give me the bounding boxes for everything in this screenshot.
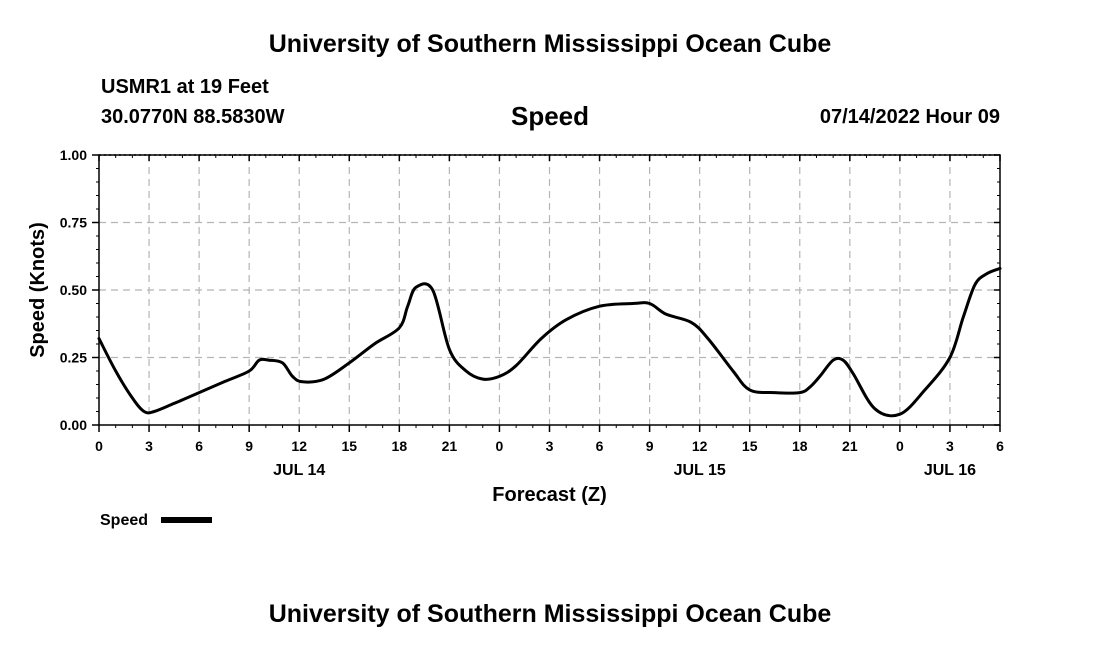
x-tick-label: 3 — [145, 438, 153, 454]
y-tick-label: 0.00 — [60, 417, 87, 433]
x-axis-title: Forecast (Z) — [492, 484, 606, 506]
x-tick-label: 21 — [442, 438, 458, 454]
axis-labels: 0 3 6 9 12 15 18 21 0 3 6 9 12 15 18 21 0 3 6 0.00 0.25 0.50 0… — [60, 147, 1004, 479]
x-tick-label: 18 — [792, 438, 808, 454]
x-tick-label: 0 — [496, 438, 504, 454]
x-tick-label: 12 — [291, 438, 307, 454]
axis-ticks — [92, 154, 1001, 432]
y-tick-label: 0.50 — [60, 282, 87, 298]
footer-title: University of Southern Mississippi Ocean… — [268, 600, 832, 628]
x-tick-label: 21 — [842, 438, 858, 454]
x-tick-label: 12 — [692, 438, 708, 454]
x-tick-label: 3 — [946, 438, 954, 454]
x-tick-label: 0 — [95, 438, 103, 454]
legend: Speed — [100, 512, 212, 529]
date-label: JUL 16 — [924, 462, 976, 479]
station-coordinates: 30.0770N 88.5830W — [101, 106, 285, 128]
y-tick-label: 0.75 — [60, 215, 87, 231]
x-tick-label: 15 — [742, 438, 758, 454]
x-tick-label: 9 — [646, 438, 654, 454]
x-tick-label: 6 — [195, 438, 203, 454]
legend-label: Speed — [100, 512, 148, 529]
x-tick-label: 0 — [896, 438, 904, 454]
chart-title: Speed — [510, 101, 590, 131]
forecast-datetime: 07/14/2022 Hour 09 — [819, 106, 1000, 128]
date-label: JUL 14 — [273, 462, 325, 479]
grid-lines — [99, 154, 1000, 425]
x-tick-label: 3 — [546, 438, 554, 454]
y-axis-title: Speed (Knots) — [27, 222, 49, 358]
x-tick-label: 15 — [341, 438, 357, 454]
page-title: University of Southern Mississippi Ocean… — [268, 30, 832, 58]
x-tick-label: 6 — [996, 438, 1004, 454]
y-tick-label: 0.25 — [60, 350, 87, 366]
date-label: JUL 15 — [674, 462, 726, 479]
x-tick-label: 9 — [245, 438, 253, 454]
speed-series-line — [97, 266, 1002, 418]
y-tick-label: 1.00 — [60, 147, 87, 163]
x-tick-label: 18 — [392, 438, 408, 454]
x-tick-label: 6 — [596, 438, 604, 454]
station-label: USMR1 at 19 Feet — [101, 76, 269, 98]
